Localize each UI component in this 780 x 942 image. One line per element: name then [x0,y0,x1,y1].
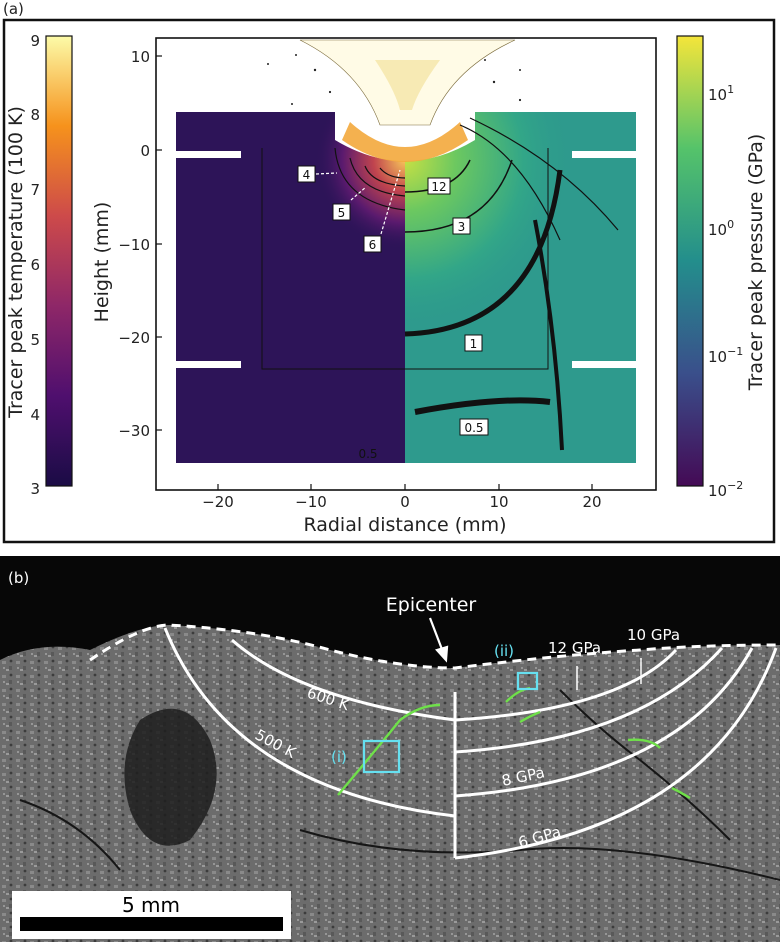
shock-veins [337,686,691,800]
contour-label-left-0-5: 0.5 [358,447,377,461]
roi-label-i: (i) [331,748,347,766]
rock-fractures [19,689,780,881]
y-axis-ticks: 10 0 −10 −20 −30 [118,48,162,440]
panel-a: (a) 9 8 7 6 5 4 3 Tracer peak temperatur… [2,0,776,544]
rock-sample [0,625,780,942]
contour-label-5: 5 [332,203,351,221]
pressure-tick-10-1: 101 [708,83,734,104]
y-tick-neg10: −10 [118,236,150,254]
ejecta-particles [267,54,522,105]
temperature-colorbar-title: Tracer peak temperature (100 K) [5,106,27,419]
roi-box-i [362,739,401,774]
hot-rim [342,122,468,162]
y-axis-title: Height (mm) [91,202,113,323]
ejecta-plume-core [375,60,440,110]
y-tick-10: 10 [131,48,150,66]
contour-label-right-0-5: 0.5 [459,418,489,436]
epicenter-label: Epicenter [386,594,477,616]
temperature-field [176,112,405,463]
y-tick-0: 0 [140,142,150,160]
pressure-tick-10-neg2: 10−2 [708,479,743,500]
temp-tick-6: 6 [30,256,40,274]
pressure-colorbar-ticks: 101 100 10−1 10−2 [708,83,743,500]
temp-tick-5: 5 [30,331,40,349]
x-tick-neg10: −10 [295,493,327,511]
temp-tick-9: 9 [30,32,40,50]
pressure-tick-10-0: 100 [708,218,734,239]
pressure-colorbar-title: Tracer peak pressure (GPa) [745,134,767,392]
roi-box-ii [516,671,539,691]
temperature-contours [334,147,406,211]
contour-label-4: 4 [297,165,316,183]
panel-b-letter: (b) [8,569,29,587]
epicenter-arrow [428,617,449,663]
pressure-contour-labels: 12 3 1 0.5 [427,177,489,436]
svg-text:6: 6 [369,238,377,252]
pressure-label-10gpa: 10 GPa [627,626,680,644]
sample-boundary [261,148,405,370]
holder-slits [176,151,636,368]
panel-b: (b) [0,556,780,942]
rock-dark-inclusion [124,708,217,846]
pressure-colorbar [676,35,704,487]
panel-a-letter: (a) [3,0,24,18]
temperature-colorbar-ticks: 9 8 7 6 5 4 3 [30,32,40,498]
svg-text:1: 1 [470,337,478,351]
pressure-tick-10-neg1: 10−1 [708,345,743,366]
roi-label-ii: (ii) [494,642,514,660]
contour-label-1: 1 [464,334,483,352]
scale-bar-label: 5 mm [122,893,180,917]
temp-tick-4: 4 [30,406,40,424]
pressure-arcs [454,647,778,860]
svg-text:4: 4 [303,168,311,182]
pressure-label-12gpa: 12 GPa [548,639,601,657]
x-axis-title: Radial distance (mm) [303,514,506,536]
contour-label-6: 6 [363,235,382,253]
x-tick-neg20: −20 [202,493,234,511]
svg-text:0.5: 0.5 [464,421,483,435]
pressure-contours [404,117,619,451]
surface-outline [89,623,780,670]
x-tick-20: 20 [582,493,601,511]
pressure-leader-lines [576,658,642,690]
scale-bar [20,917,283,931]
temp-tick-8: 8 [30,106,40,124]
x-axis-ticks: −20 −10 0 10 20 [202,484,602,511]
svg-text:3: 3 [458,220,466,234]
svg-text:5: 5 [338,206,346,220]
temperature-arcs [163,627,456,818]
temp-tick-3: 3 [30,480,40,498]
y-tick-neg30: −30 [118,422,150,440]
svg-text:12: 12 [431,180,446,194]
y-tick-neg20: −20 [118,329,150,347]
contour-label-arrows [315,169,401,235]
contour-label-12: 12 [427,177,451,195]
x-tick-0: 0 [400,493,410,511]
x-tick-10: 10 [489,493,508,511]
temperature-colorbar [45,35,73,487]
temp-tick-7: 7 [30,181,40,199]
contour-label-3: 3 [452,217,471,235]
temperature-contour-labels: 4 5 6 0.5 [297,165,401,461]
